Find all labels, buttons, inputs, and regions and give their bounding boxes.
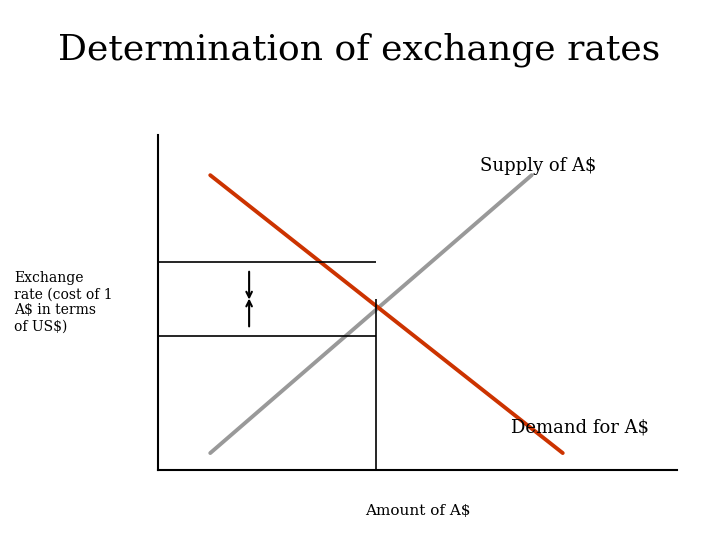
Text: Determination of exchange rates: Determination of exchange rates — [58, 32, 660, 67]
Text: Amount of A$: Amount of A$ — [365, 504, 470, 518]
Text: Supply of A$: Supply of A$ — [480, 157, 596, 175]
Text: Demand for A$: Demand for A$ — [511, 418, 649, 436]
Text: Exchange
rate (cost of 1
A$ in terms
of US$): Exchange rate (cost of 1 A$ in terms of … — [14, 271, 113, 334]
